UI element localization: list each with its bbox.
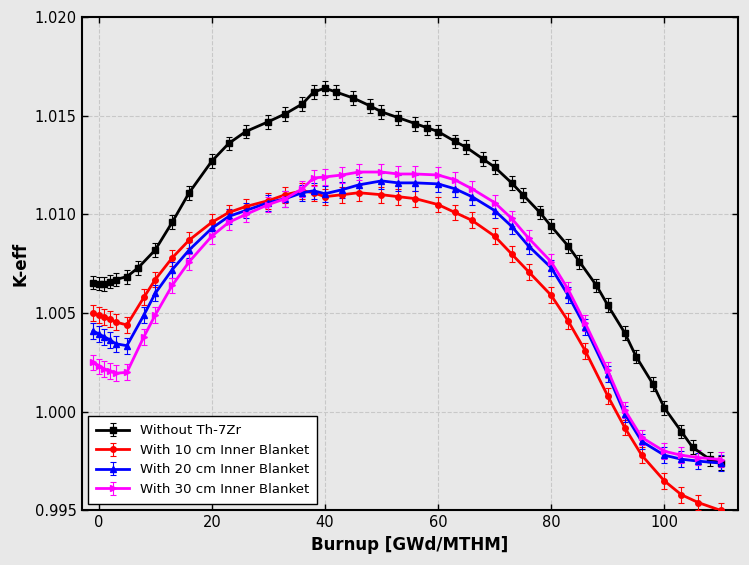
- Y-axis label: K-eff: K-eff: [11, 242, 29, 286]
- X-axis label: Burnup [GWd/MTHM]: Burnup [GWd/MTHM]: [311, 536, 509, 554]
- Legend: Without Th-7Zr, With 10 cm Inner Blanket, With 20 cm Inner Blanket, With 30 cm I: Without Th-7Zr, With 10 cm Inner Blanket…: [88, 416, 317, 504]
